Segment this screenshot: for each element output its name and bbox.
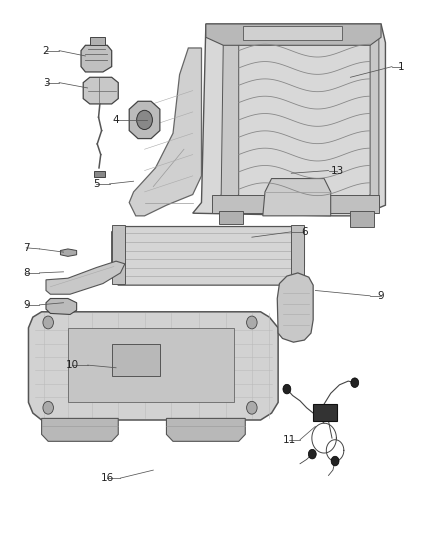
- Polygon shape: [112, 344, 160, 376]
- Text: 16: 16: [101, 473, 114, 483]
- Polygon shape: [219, 211, 243, 224]
- Polygon shape: [277, 273, 313, 342]
- Polygon shape: [46, 261, 125, 294]
- Polygon shape: [291, 225, 304, 284]
- Polygon shape: [60, 249, 77, 256]
- Polygon shape: [243, 26, 342, 40]
- Text: 9: 9: [23, 300, 30, 310]
- Polygon shape: [206, 24, 381, 45]
- Bar: [313, 404, 337, 421]
- Circle shape: [247, 401, 257, 414]
- Polygon shape: [129, 101, 160, 139]
- Polygon shape: [212, 35, 239, 205]
- Polygon shape: [129, 48, 201, 216]
- Text: 11: 11: [283, 435, 296, 445]
- Polygon shape: [83, 77, 118, 104]
- Circle shape: [43, 316, 53, 329]
- Circle shape: [308, 449, 316, 459]
- Polygon shape: [166, 418, 245, 441]
- Polygon shape: [263, 179, 331, 216]
- Text: 1: 1: [397, 62, 404, 71]
- Polygon shape: [68, 328, 234, 402]
- Circle shape: [283, 384, 291, 394]
- Polygon shape: [350, 211, 374, 227]
- Circle shape: [247, 316, 257, 329]
- Polygon shape: [42, 418, 118, 441]
- Text: 2: 2: [42, 46, 49, 55]
- Polygon shape: [112, 227, 304, 285]
- Polygon shape: [112, 225, 125, 284]
- Text: 7: 7: [23, 243, 30, 253]
- Polygon shape: [94, 171, 105, 177]
- Text: 4: 4: [113, 115, 120, 125]
- Polygon shape: [359, 35, 379, 205]
- Text: 13: 13: [331, 166, 344, 175]
- Circle shape: [331, 456, 339, 466]
- Polygon shape: [212, 195, 379, 213]
- Polygon shape: [193, 24, 385, 216]
- Text: 9: 9: [378, 291, 385, 301]
- Text: 6: 6: [301, 227, 308, 237]
- Polygon shape: [90, 37, 105, 45]
- Text: 3: 3: [42, 78, 49, 87]
- Circle shape: [351, 378, 359, 387]
- Polygon shape: [81, 45, 112, 72]
- Text: 5: 5: [93, 179, 100, 189]
- Text: 8: 8: [23, 268, 30, 278]
- Circle shape: [43, 401, 53, 414]
- Polygon shape: [46, 298, 77, 314]
- Circle shape: [137, 110, 152, 130]
- Polygon shape: [28, 312, 278, 420]
- Text: 10: 10: [66, 360, 79, 370]
